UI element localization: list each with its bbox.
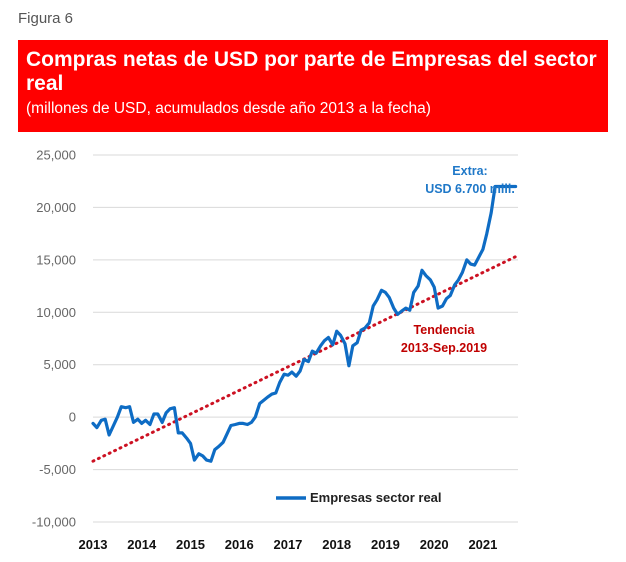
y-tick-label: 20,000 bbox=[36, 200, 76, 215]
chart-title-banner: Compras netas de USD por parte de Empres… bbox=[18, 40, 608, 132]
figure-label: Figura 6 bbox=[18, 10, 74, 27]
y-tick-label: 10,000 bbox=[36, 305, 76, 320]
x-tick-label: 2019 bbox=[371, 537, 400, 552]
y-tick-label: 15,000 bbox=[36, 252, 76, 267]
y-tick-label: -5,000 bbox=[39, 462, 76, 477]
annotation-trend-line1: Tendencia bbox=[414, 323, 476, 337]
x-tick-label: 2014 bbox=[127, 537, 157, 552]
x-axis-ticks: 2013 2014 2015 2016 2017 2018 2019 2020 2021 bbox=[79, 537, 498, 552]
x-tick-label: 2016 bbox=[225, 537, 254, 552]
x-tick-label: 2013 bbox=[79, 537, 108, 552]
series-line-empresas bbox=[91, 184, 518, 463]
legend-label: Empresas sector real bbox=[310, 490, 442, 505]
gridlines bbox=[93, 154, 518, 523]
x-tick-label: 2020 bbox=[420, 537, 449, 552]
chart-title: Compras netas de USD por parte de Empres… bbox=[26, 48, 597, 95]
y-axis-ticks: -10,000 -5,000 0 5,000 10,000 15,000 20,000 25,… bbox=[32, 148, 76, 530]
y-tick-label: 5,000 bbox=[43, 357, 76, 372]
y-tick-label: 25,000 bbox=[36, 148, 76, 163]
x-tick-label: 2017 bbox=[273, 537, 302, 552]
annotation-trend-line2: 2013-Sep.2019 bbox=[401, 341, 487, 355]
legend: Empresas sector real bbox=[276, 490, 442, 505]
annotation-extra-line2: USD 6.700 mill. bbox=[425, 182, 515, 196]
y-tick-label: -10,000 bbox=[32, 515, 76, 530]
chart-subtitle: (millones de USD, acumulados desde año 2… bbox=[26, 100, 431, 117]
x-tick-label: 2015 bbox=[176, 537, 205, 552]
y-tick-label: 0 bbox=[69, 410, 76, 425]
x-tick-label: 2018 bbox=[322, 537, 351, 552]
annotation-extra-line1: Extra: bbox=[452, 164, 487, 178]
x-tick-label: 2021 bbox=[468, 537, 497, 552]
series-layer bbox=[91, 184, 518, 463]
